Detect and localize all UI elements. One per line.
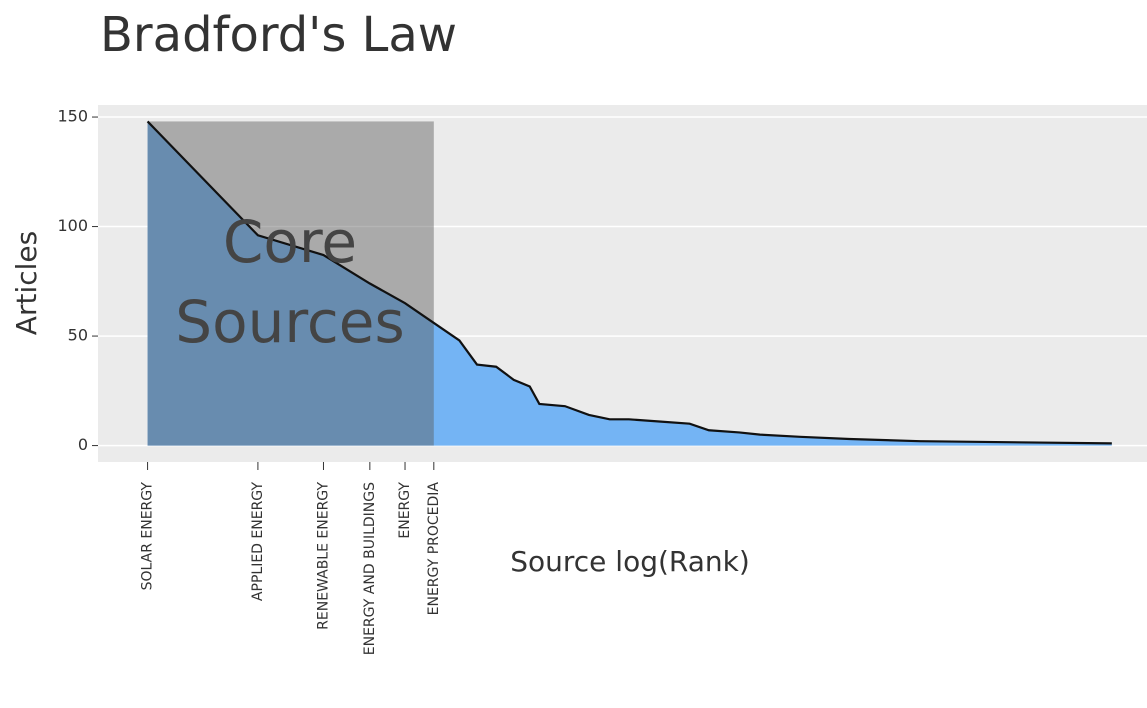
y-tick-label: 150 (57, 107, 88, 126)
x-tick-label: SOLAR ENERGY (140, 482, 156, 591)
core-region (147, 121, 434, 446)
y-axis-label: Articles (10, 231, 43, 335)
annotation: Core Sources (175, 208, 405, 356)
x-tick-label: ENERGY (397, 482, 413, 539)
chart-title: Bradford's Law (100, 7, 457, 63)
x-tick-label: ENERGY PROCEDIA (426, 482, 442, 616)
y-tick-label: 0 (78, 435, 88, 454)
area (147, 121, 1112, 446)
line (146, 120, 1112, 445)
x-tick-label: RENEWABLE ENERGY (315, 482, 331, 630)
x-tick-label: ENERGY AND BUILDINGS (362, 482, 378, 655)
y-tick-label: 100 (57, 216, 88, 235)
x-axis-label: Source log(Rank) (510, 545, 750, 578)
y-tick-label: 50 (68, 326, 88, 345)
x-tick-label: APPLIED ENERGY (250, 482, 266, 602)
